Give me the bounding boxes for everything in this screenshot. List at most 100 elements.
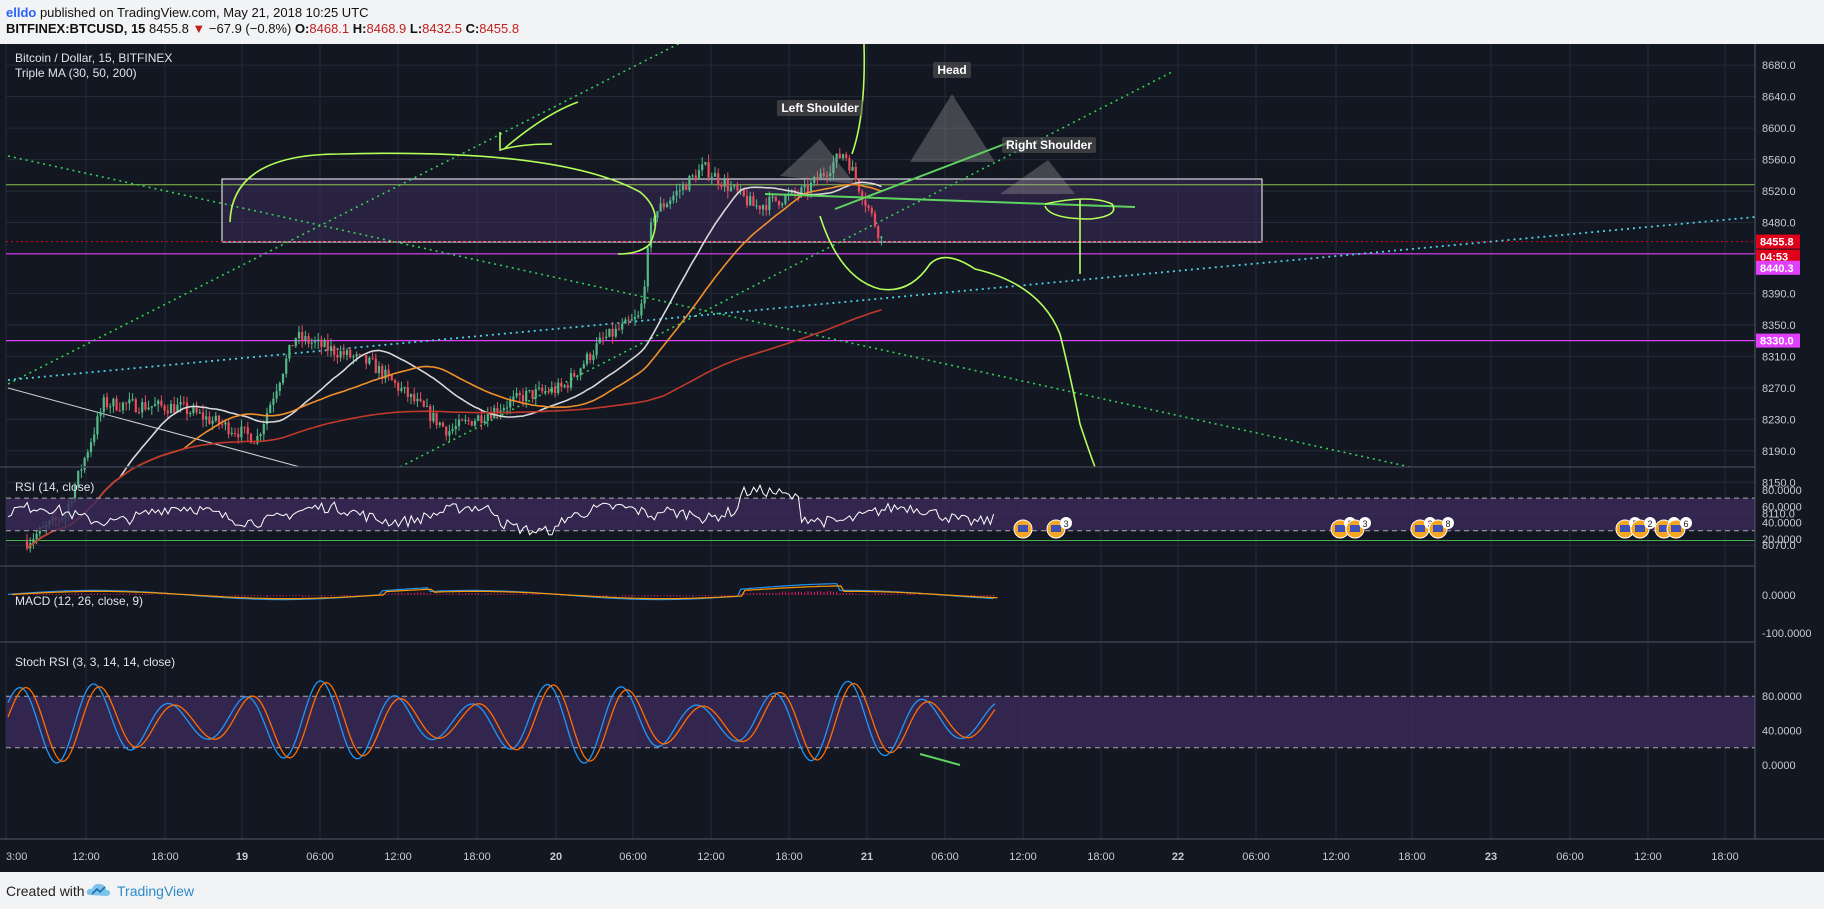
time-tick-label: 3:00 [6,851,27,863]
price-label-bg [1756,333,1800,348]
candle-body [611,328,614,337]
tradingview-link[interactable]: TradingView [117,883,195,899]
candle-body [601,337,605,339]
candle-body [662,203,665,208]
candle-body [445,426,448,436]
candle-body [781,203,784,206]
candle-body [201,412,205,420]
candle-body [653,217,656,223]
range-box[interactable] [221,178,1263,243]
legend-pair: Bitcoin / Dollar, 15, BITFINEX [15,51,172,65]
ma200-line [26,309,882,550]
candle-body [704,162,707,165]
chart-canvas[interactable]: 8680.0 8640.0 8600.0 8560.0 8520.0 8480.0 8390… [0,44,1824,872]
macd-tick-label: -100.0000 [1762,628,1812,640]
economic-event-marker[interactable]: 3 [1345,517,1371,539]
candle-body [761,205,765,210]
price-label-bg [1756,249,1800,264]
right-shoulder-shape [1000,160,1075,194]
candle-body [489,414,493,419]
candle-body [246,427,249,434]
candle-body [173,403,176,413]
right-shoulder-label[interactable]: Right Shoulder [1006,138,1092,152]
candle-body [144,402,147,410]
price-tick-label: 8600.0 [1762,123,1796,135]
candle-body [422,401,425,407]
candle-body [115,398,118,411]
candle-body [32,539,35,544]
candle-body [349,350,352,358]
candle-body [656,211,659,218]
rsi-tick-label: 40.0000 [1762,518,1802,530]
candle-body [557,382,560,394]
candle-body [771,196,774,198]
candle-body [240,426,243,438]
candle-body [560,382,563,387]
candle-body [832,162,835,174]
candle-body [384,369,387,379]
price-tick-label: 8110.0 [1762,509,1795,521]
candle-body [758,205,761,210]
candle-body [435,412,438,426]
candle-body [393,380,397,383]
candle-body [838,153,841,159]
candle-body [672,195,675,201]
candle-body [809,182,813,193]
candle-body [448,431,451,436]
candle-body [99,412,102,417]
candle-body [621,323,624,330]
left-shoulder-label[interactable]: Left Shoulder [781,101,859,115]
candle-body [189,413,192,415]
price-tick-label: 8230.0 [1762,414,1796,426]
candle-body [470,421,473,426]
candle-body [339,351,342,358]
time-tick-label: 06:00 [1556,851,1584,863]
economic-event-marker[interactable]: 2 [1630,517,1656,539]
trendline [399,71,1173,468]
candle-body [397,382,400,391]
candle-body [512,396,515,401]
price-tick-label: 8520.0 [1762,186,1796,198]
symbol-name: BITFINEX:BTCUSD, 15 [6,21,146,36]
candle-body [288,345,291,359]
economic-event-marker[interactable]: 6 [1666,517,1692,539]
time-tick-label: 12:00 [1009,851,1037,863]
candle-body [125,402,128,404]
candle-body [813,177,816,183]
candle-body [681,184,685,191]
candle-body [131,399,134,401]
candle-body [368,357,371,364]
stoch-k-line [7,680,996,764]
legend-ma: Triple MA (30, 50, 200) [15,66,137,80]
candle-body [419,398,422,402]
neckline [834,141,1011,210]
candle-body [505,407,509,409]
economic-event-marker[interactable]: 8 [1428,517,1454,539]
candle-body [35,533,38,540]
candle-body [803,184,806,188]
candle-body [128,399,131,404]
candle-body [304,336,307,341]
economic-event-marker[interactable] [1013,519,1033,539]
hand-drawing [229,152,657,255]
candle-body [534,389,537,399]
candle-body [710,176,713,178]
candle-body [93,434,96,443]
candle-body [211,420,214,424]
candle-body [486,414,489,421]
candle-body [80,469,83,471]
divergence-line [919,753,961,766]
candle-body [816,177,819,181]
high-label: H: [352,21,367,36]
stoch-tick-label: 0.0000 [1762,760,1796,772]
head-label[interactable]: Head [937,63,966,77]
trendline [7,44,680,385]
author-link[interactable]: elldo [6,5,37,20]
candle-body [249,433,253,444]
candle-body [224,422,227,425]
candle-body [307,336,310,344]
candle-body [342,351,345,355]
price-label-bg [1756,234,1800,249]
economic-event-marker[interactable]: 3 [1046,517,1072,539]
candle-body [752,196,755,206]
